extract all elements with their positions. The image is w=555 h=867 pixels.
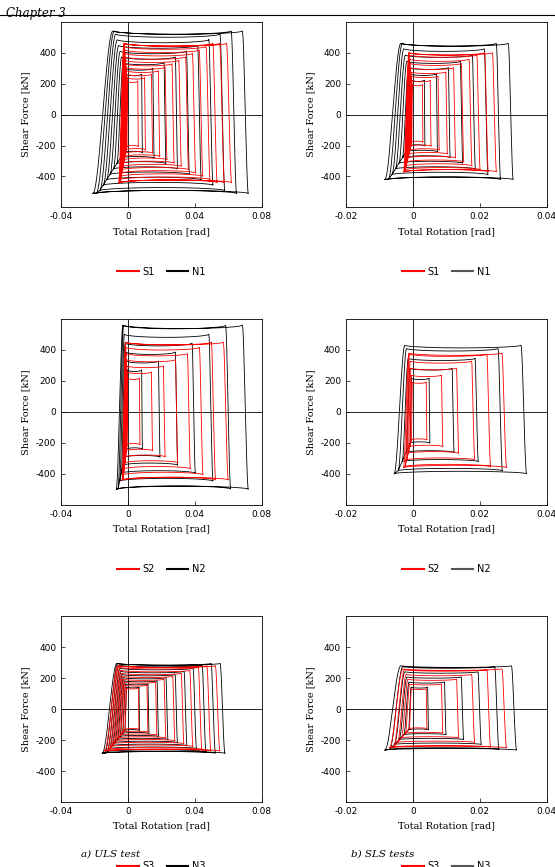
Text: Chapter 3: Chapter 3 <box>6 7 65 20</box>
Text: a) ULS test: a) ULS test <box>82 850 140 858</box>
Legend: S2, N2: S2, N2 <box>113 560 209 578</box>
X-axis label: Total Rotation [rad]: Total Rotation [rad] <box>113 525 210 533</box>
Legend: S1, N1: S1, N1 <box>398 263 494 281</box>
Y-axis label: Shear Force [kN]: Shear Force [kN] <box>306 72 315 158</box>
Legend: S3, N3: S3, N3 <box>398 857 494 867</box>
X-axis label: Total Rotation [rad]: Total Rotation [rad] <box>398 821 495 831</box>
Y-axis label: Shear Force [kN]: Shear Force [kN] <box>21 666 31 752</box>
X-axis label: Total Rotation [rad]: Total Rotation [rad] <box>398 525 495 533</box>
Legend: S1, N1: S1, N1 <box>114 263 209 281</box>
Y-axis label: Shear Force [kN]: Shear Force [kN] <box>21 72 31 158</box>
Y-axis label: Shear Force [kN]: Shear Force [kN] <box>306 666 315 752</box>
X-axis label: Total Rotation [rad]: Total Rotation [rad] <box>113 227 210 236</box>
Text: b) SLS tests: b) SLS tests <box>351 850 415 858</box>
X-axis label: Total Rotation [rad]: Total Rotation [rad] <box>398 227 495 236</box>
Y-axis label: Shear Force [kN]: Shear Force [kN] <box>306 369 315 454</box>
Legend: S3, N3: S3, N3 <box>114 857 209 867</box>
X-axis label: Total Rotation [rad]: Total Rotation [rad] <box>113 821 210 831</box>
Y-axis label: Shear Force [kN]: Shear Force [kN] <box>21 369 31 454</box>
Legend: S2, N2: S2, N2 <box>398 560 495 578</box>
